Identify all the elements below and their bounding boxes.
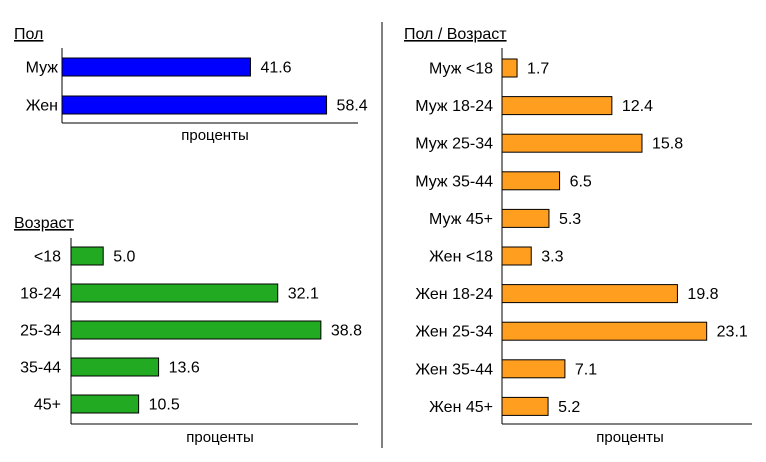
- gender-age-panel-title: Пол / Возраст: [404, 26, 507, 43]
- gender-age-value-label: 3.3: [541, 249, 563, 266]
- gender-age-category-label: Жен 18-24: [415, 286, 493, 303]
- gender-age-category-label: Жен 35-44: [415, 361, 493, 378]
- age-axis-title: проценты: [186, 429, 254, 446]
- gender-age-value-label: 5.2: [558, 399, 580, 416]
- age-category-label: 25-34: [20, 323, 61, 340]
- gender-age-category-label: Жен <18: [429, 249, 493, 266]
- age-value-label: 38.8: [331, 323, 362, 340]
- gender-age-bar: [501, 246, 532, 266]
- age-category-label: 35-44: [20, 360, 61, 377]
- age-bar: [70, 320, 322, 340]
- age-bar: [70, 357, 160, 377]
- gender-bar: [61, 95, 328, 115]
- gender-age-bar: [501, 396, 549, 416]
- gender-age-value-label: 1.7: [527, 61, 549, 78]
- gender-category-label: Муж: [26, 60, 59, 77]
- age-panel: Возраст <18 5.0 18-24 32.1 25-34 38.8 35-44 13.…: [14, 215, 362, 446]
- gender-panel-title: Пол: [14, 26, 43, 43]
- gender-age-bar: [501, 58, 518, 78]
- gender-category-label: Жен: [26, 98, 58, 115]
- gender-bars: Муж 41.6 Жен 58.4: [26, 57, 368, 115]
- gender-age-value-label: 19.8: [687, 286, 718, 303]
- gender-value-label: 41.6: [260, 60, 291, 77]
- age-panel-title: Возраст: [14, 215, 75, 232]
- gender-age-bars: Муж <18 1.7 Муж 18-24 12.4 Муж 25-34 15.8 Муж …: [415, 58, 748, 416]
- gender-age-value-label: 23.1: [717, 324, 748, 341]
- age-value-label: 10.5: [149, 397, 180, 414]
- gender-age-bar: [501, 96, 613, 116]
- gender-age-bar: [501, 171, 561, 191]
- gender-age-category-label: Жен 25-34: [415, 324, 493, 341]
- gender-age-bar: [501, 133, 643, 153]
- gender-age-category-label: Муж 35-44: [415, 173, 493, 190]
- gender-age-bar: [501, 359, 566, 379]
- gender-age-category-label: Муж 25-34: [415, 136, 493, 153]
- gender-value-label: 58.4: [337, 98, 368, 115]
- age-bar: [70, 283, 279, 303]
- gender-age-axis-title: проценты: [596, 429, 664, 446]
- age-value-label: 32.1: [288, 286, 319, 303]
- gender-age-bar: [501, 321, 708, 341]
- age-category-label: 45+: [34, 397, 61, 414]
- gender-age-bar: [501, 284, 678, 304]
- gender-age-category-label: Муж 18-24: [415, 98, 493, 115]
- age-bar: [70, 394, 140, 414]
- gender-axis-title: проценты: [181, 127, 249, 144]
- gender-age-value-label: 15.8: [652, 136, 683, 153]
- age-category-label: 18-24: [20, 286, 61, 303]
- gender-age-value-label: 12.4: [622, 98, 653, 115]
- gender-bar: [61, 57, 251, 77]
- gender-age-value-label: 7.1: [575, 361, 597, 378]
- gender-age-category-label: Муж 45+: [429, 211, 493, 228]
- gender-panel: Пол Муж 41.6 Жен 58.4 проценты: [14, 26, 368, 144]
- gender-age-category-label: Жен 45+: [429, 399, 493, 416]
- age-value-label: 5.0: [113, 249, 135, 266]
- age-value-label: 13.6: [169, 360, 200, 377]
- age-category-label: <18: [34, 249, 61, 266]
- age-bars: <18 5.0 18-24 32.1 25-34 38.8 35-44 13.6 45+ 10.5: [20, 246, 362, 414]
- gender-age-bar: [501, 208, 550, 228]
- gender-age-value-label: 6.5: [570, 173, 592, 190]
- age-bar: [70, 246, 104, 266]
- gender-age-category-label: Муж <18: [429, 61, 493, 78]
- gender-age-value-label: 5.3: [559, 211, 581, 228]
